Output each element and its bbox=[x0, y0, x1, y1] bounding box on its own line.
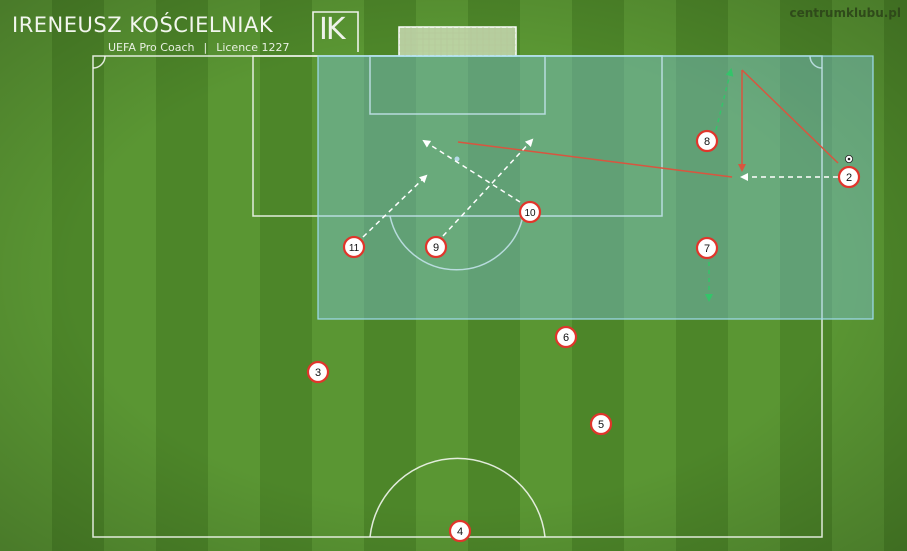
coach-credentials: UEFA Pro Coach | Licence 1227 bbox=[108, 41, 289, 54]
arrows bbox=[362, 68, 839, 302]
coach-name: IRENEUSZ KOŚCIELNIAK bbox=[12, 13, 274, 37]
player-number: 4 bbox=[457, 526, 463, 538]
licence-number: Licence 1227 bbox=[216, 41, 290, 54]
player-marker[interactable]: 7 bbox=[695, 236, 719, 260]
player-number: 6 bbox=[563, 332, 569, 344]
player-marker[interactable]: 8 bbox=[695, 129, 719, 153]
player-marker[interactable]: 3 bbox=[306, 360, 330, 384]
player-marker[interactable]: 10 bbox=[518, 200, 542, 224]
pass-arrow bbox=[422, 139, 521, 203]
penalty-spot bbox=[454, 156, 460, 162]
attacking-zone-highlight bbox=[317, 55, 874, 320]
player-marker[interactable]: 4 bbox=[448, 519, 472, 543]
player-number: 11 bbox=[349, 243, 360, 254]
coach-title: UEFA Pro Coach bbox=[108, 41, 195, 54]
center-circle bbox=[369, 457, 546, 538]
credentials-separator: | bbox=[203, 41, 208, 54]
player-number: 5 bbox=[598, 419, 604, 431]
penalty-arc bbox=[389, 215, 524, 271]
player-number: 9 bbox=[433, 242, 439, 254]
player-number: 10 bbox=[524, 208, 536, 219]
goal-net bbox=[398, 26, 517, 57]
player-number: 3 bbox=[315, 367, 321, 379]
player-number: 7 bbox=[704, 243, 710, 255]
corner-arc-left bbox=[92, 55, 106, 69]
player-marker[interactable]: 5 bbox=[589, 412, 613, 436]
green-run-arrow bbox=[715, 68, 734, 131]
run-arrow bbox=[457, 141, 733, 178]
player-number: 8 bbox=[704, 136, 710, 148]
pass-arrow bbox=[362, 174, 428, 238]
run-arrow bbox=[741, 69, 839, 164]
player-marker[interactable]: 2 bbox=[837, 165, 861, 189]
ik-logo-frame bbox=[312, 11, 359, 52]
website-watermark[interactable]: centrumklubu.pl bbox=[789, 6, 901, 20]
ball-icon bbox=[845, 154, 854, 163]
player-markers: 2 3 4 5 6 7 8 9 bbox=[306, 129, 861, 543]
player-marker[interactable]: 6 bbox=[554, 325, 578, 349]
player-marker[interactable]: 11 bbox=[342, 235, 366, 259]
ik-logo: IK bbox=[319, 12, 345, 47]
pass-arrow bbox=[442, 138, 534, 237]
corner-arc-right bbox=[809, 55, 823, 69]
player-marker[interactable]: 9 bbox=[424, 235, 448, 259]
player-number: 2 bbox=[846, 172, 852, 184]
